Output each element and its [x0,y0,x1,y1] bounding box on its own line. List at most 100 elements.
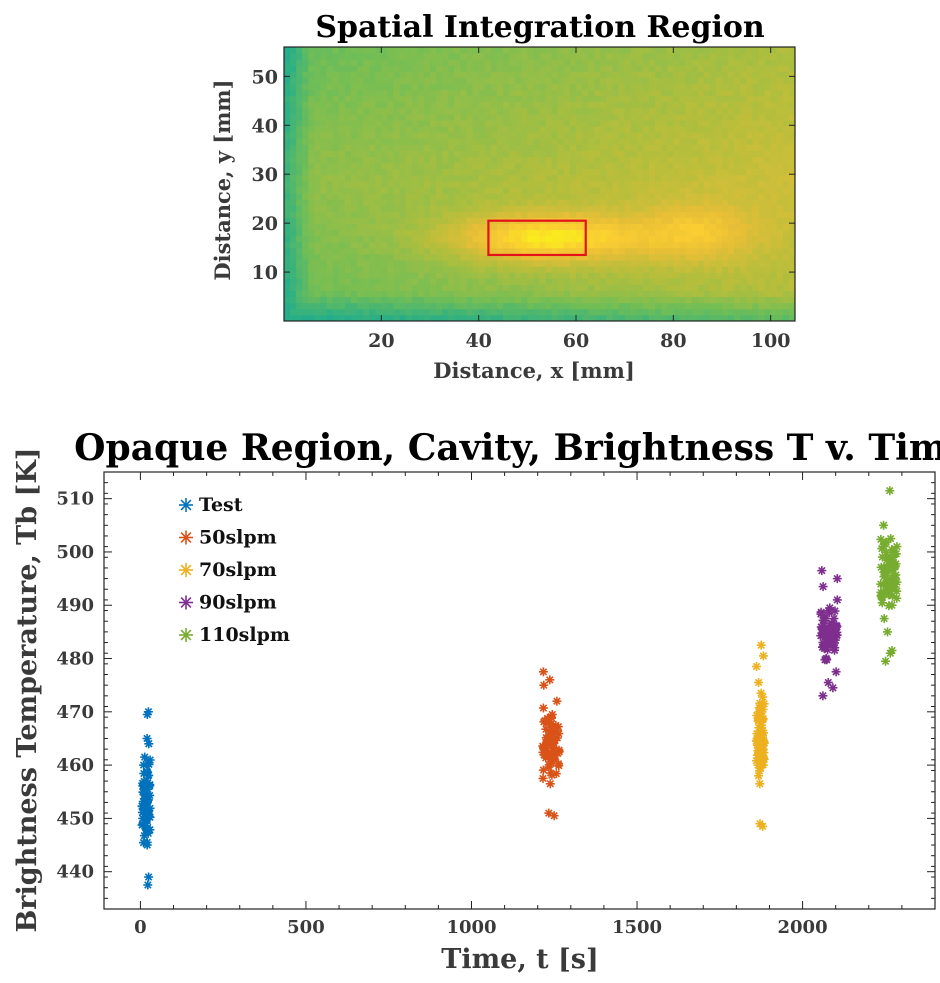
heatmap-cell [624,95,632,103]
heatmap-cell [314,266,321,273]
heatmap-cell [667,211,674,218]
heatmap-cell [296,107,303,115]
heatmap-cell [466,211,473,218]
heatmap-cell [302,156,309,164]
heatmap-cell [338,235,346,243]
heatmap-cell [563,162,571,170]
heatmap-cell [375,89,382,97]
heatmap-cell [600,162,607,170]
heatmap-cell [369,211,376,218]
heatmap-cell [478,107,486,115]
heatmap-cell [387,144,394,151]
heatmap-cell [369,53,376,60]
heatmap-cell [393,302,400,310]
heatmap-cell [442,235,449,243]
heatmap-cell [363,211,370,218]
heatmap-cell [691,138,699,145]
heatmap-cell [344,314,352,322]
x-tick-label: 2000 [778,917,828,938]
heatmap-cell [703,254,711,261]
scatter-point [546,754,556,764]
heatmap-cell [612,150,619,157]
heatmap-cell [448,59,455,66]
heatmap-cell [533,113,540,121]
heatmap-cell [606,314,613,322]
heatmap-cell [600,260,607,267]
heatmap-cell [715,217,723,224]
heatmap-cell [515,71,522,78]
heatmap-cell [472,174,480,182]
heatmap-cell [569,260,577,267]
heatmap-cell [679,101,686,109]
heatmap-cell [697,107,705,115]
heatmap-cell [326,199,334,206]
heatmap-cell [588,290,595,298]
heatmap-cell [551,156,559,164]
heatmap-cell [521,120,528,127]
heatmap-cell [284,107,291,115]
heatmap-cell [393,229,400,237]
heatmap-cell [417,138,425,145]
heatmap-cell [588,59,595,66]
heatmap-cell [296,272,303,279]
heatmap-cell [308,296,315,304]
heatmap-cell [557,223,565,231]
heatmap-cell [308,260,315,267]
heatmap-cell [326,71,334,78]
heatmap-cell [667,254,674,261]
heatmap-cell [332,284,340,291]
heatmap-cell [430,174,437,182]
heatmap-cell [503,254,510,261]
heatmap-cell [369,266,376,273]
heatmap-cell [503,150,510,157]
heatmap-cell [515,296,522,304]
heatmap-cell [630,308,638,316]
heatmap-cell [430,77,437,84]
heatmap-cell [582,132,589,139]
heatmap-cell [527,71,534,78]
heatmap-cell [618,229,626,237]
heatmap-cell [667,89,674,97]
heatmap-cell [533,247,540,255]
heatmap-cell [515,260,522,267]
heatmap-cell [472,205,480,212]
heatmap-cell [430,308,437,316]
heatmap-cell [655,47,662,54]
heatmap-cell [423,290,431,298]
heatmap-cell [423,156,431,164]
heatmap-cell [527,150,534,157]
heatmap-cell [344,266,352,273]
heatmap-cell [612,156,619,164]
heatmap-cell [600,296,607,304]
heatmap-cell [630,314,638,322]
heatmap-cell [344,174,352,182]
heatmap-cell [612,314,619,322]
heatmap-cell [551,132,559,139]
heatmap-cell [423,314,431,322]
heatmap-cell [685,260,692,267]
heatmap-cell [320,59,327,66]
scatter-point [816,631,826,641]
heatmap-cell [655,77,662,84]
heatmap-cell [338,278,346,285]
heatmap-cell [430,211,437,218]
heatmap-cell [527,101,534,109]
heatmap-cell [521,71,528,78]
heatmap-cell [320,199,327,206]
heatmap-cell [442,211,449,218]
heatmap-cell [606,89,613,97]
heatmap-cell [326,120,334,127]
heatmap-cell [338,302,346,310]
heatmap-cell [314,71,321,78]
heatmap-cell [545,162,553,170]
heatmap-cell [290,144,297,151]
heatmap-cell [551,229,559,237]
heatmap-cell [679,266,686,273]
heatmap-cell [369,77,376,84]
heatmap-cell [655,308,662,316]
heatmap-cell [460,229,467,237]
heatmap-cell [430,187,437,194]
heatmap-cell [338,247,346,255]
heatmap-cell [582,168,589,176]
